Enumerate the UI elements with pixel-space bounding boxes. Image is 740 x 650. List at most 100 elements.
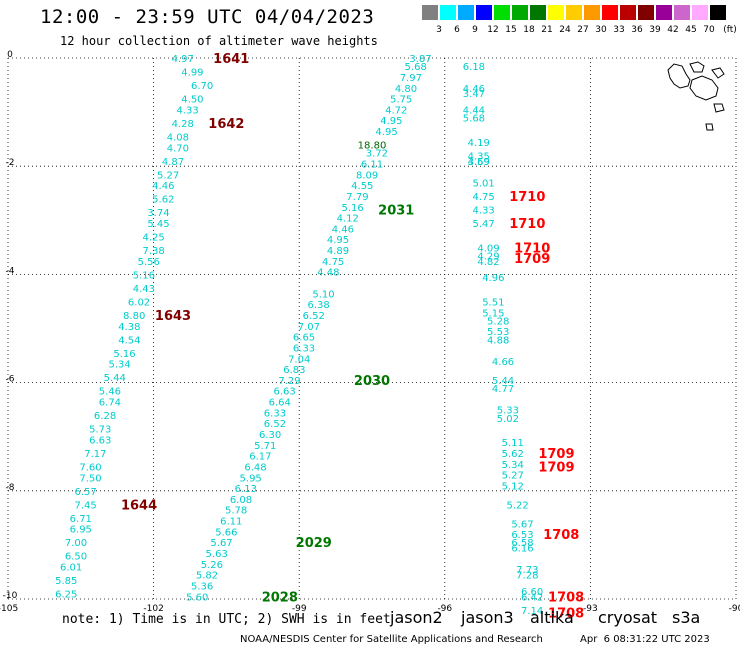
- wave-height-value: 7.14: [521, 606, 543, 617]
- pass-time-label: 2030: [354, 374, 390, 389]
- pass-time-label: 1642: [208, 117, 244, 132]
- y-tick-label: -8: [6, 483, 15, 493]
- pass-time-label: 1708: [548, 607, 584, 622]
- wave-height-value: 5.28: [487, 316, 509, 327]
- credit-line: NOAA/NESDIS Center for Satellite Applica…: [240, 634, 543, 645]
- wave-height-value: 4.75: [322, 257, 344, 268]
- wave-height-value: 6.50: [65, 552, 87, 563]
- wave-height-value: 6.63: [274, 387, 296, 398]
- wave-height-value: 4.09: [477, 243, 499, 254]
- legend-swatch: [440, 5, 456, 20]
- legend-swatch: [710, 5, 726, 20]
- legend-swatch-label: 15: [505, 25, 517, 35]
- legend-unit: (ft): [723, 25, 737, 35]
- x-tick-label: -105: [0, 604, 18, 614]
- x-tick-label: -102: [143, 604, 163, 614]
- wave-height-value: 4.96: [482, 273, 504, 284]
- wave-height-value: 5.46: [99, 387, 121, 398]
- wave-height-value: 5.26: [201, 560, 223, 571]
- wave-height-value: 6.65: [293, 333, 315, 344]
- wave-height-value: 7.50: [79, 473, 101, 484]
- wave-height-value: 5.02: [497, 414, 519, 425]
- wave-height-value: 6.13: [235, 484, 257, 495]
- wave-height-value: 8.09: [356, 170, 378, 181]
- wave-height-value: 4.35: [468, 151, 490, 162]
- wave-height-value: 4.89: [327, 246, 349, 257]
- pass-time-label: 1710: [514, 241, 550, 256]
- wave-height-value: 4.12: [337, 214, 359, 225]
- legend-swatch-label: 18: [523, 25, 535, 35]
- wave-height-value: 4.29: [477, 251, 499, 262]
- wave-height-value: 6.74: [99, 398, 121, 409]
- wave-height-value: 4.69: [468, 157, 490, 168]
- wave-height-value: 4.72: [385, 105, 407, 116]
- wave-height-value: 6.63: [89, 435, 111, 446]
- legend-altika: altika: [530, 608, 574, 627]
- y-tick-label: -10: [3, 591, 18, 601]
- wave-height-value: 5.68: [405, 62, 427, 73]
- wave-height-value: 5.51: [482, 297, 504, 308]
- wave-height-value: 7.79: [346, 192, 368, 203]
- x-tick-label: -93: [583, 604, 598, 614]
- legend-swatch: [530, 5, 546, 20]
- pass-time-label: 1710: [509, 190, 545, 205]
- pass-time-label: 1708: [543, 528, 579, 543]
- wave-height-value: 4.25: [142, 233, 164, 244]
- legend-swatch: [548, 5, 564, 20]
- wave-height-value: 5.33: [497, 406, 519, 417]
- wave-height-value: 6.16: [511, 544, 533, 555]
- wave-height-value: 5.67: [511, 519, 533, 530]
- wave-height-value: 5.16: [133, 270, 155, 281]
- wave-height-value: 5.85: [55, 576, 77, 587]
- wave-height-value: 4.55: [351, 181, 373, 192]
- wave-height-value: 5.63: [206, 549, 228, 560]
- wave-height-value: 6.33: [264, 408, 286, 419]
- wave-height-value: 4.97: [172, 54, 194, 65]
- x-tick-label: -96: [437, 604, 452, 614]
- legend-swatch: [422, 5, 438, 20]
- wave-height-value: 4.77: [492, 384, 514, 395]
- wave-height-value: 4.99: [181, 68, 203, 79]
- wave-height-value: 5.27: [502, 471, 524, 482]
- wave-height-value: 4.87: [162, 157, 184, 168]
- wave-height-value: 5.11: [502, 438, 524, 449]
- wave-height-value: 4.75: [472, 192, 494, 203]
- wave-height-value: 6.70: [191, 81, 213, 92]
- wave-height-value: 5.12: [502, 481, 524, 492]
- wave-height-value: 6.30: [259, 430, 281, 441]
- wave-height-value: 7.45: [75, 500, 97, 511]
- legend-swatch: [602, 5, 618, 20]
- wave-height-value: 4.44: [463, 105, 485, 116]
- wave-height-value: 7.07: [298, 322, 320, 333]
- wave-height-value: 5.10: [312, 289, 334, 300]
- wave-height-value: 4.54: [118, 335, 140, 346]
- wave-height-value: 4.88: [487, 335, 509, 346]
- legend-swatch-label: 12: [487, 25, 499, 35]
- wave-height-value: 4.43: [133, 284, 155, 295]
- wave-height-value: 6.83: [283, 365, 305, 376]
- pass-time-label: 2028: [262, 590, 298, 605]
- legend-swatch: [692, 5, 708, 20]
- wave-height-value: 5.34: [108, 360, 130, 371]
- legend-jason2: jason2: [390, 608, 443, 627]
- wave-height-value: 4.33: [472, 205, 494, 216]
- wave-height-value: 6.28: [94, 411, 116, 422]
- legend-swatch: [674, 5, 690, 20]
- footnote: note: 1) Time is in UTC; 2) SWH is in fe…: [62, 612, 391, 627]
- legend-swatch: [476, 5, 492, 20]
- legend-swatch: [656, 5, 672, 20]
- wave-height-value: 6.11: [361, 159, 383, 170]
- legend-cryosat: cryosat: [598, 608, 658, 627]
- map-title: 12:00 - 23:59 UTC 04/04/2023: [40, 6, 375, 28]
- pass-time-label: 2031: [378, 203, 414, 218]
- legend-swatch: [512, 5, 528, 20]
- wave-height-value: 5.44: [104, 373, 126, 384]
- wave-height-value: 7.73: [516, 565, 538, 576]
- legend-swatch-label: 42: [667, 25, 679, 35]
- wave-height-value: 5.68: [463, 114, 485, 125]
- legend-swatch-label: 9: [472, 25, 478, 35]
- wave-height-value: 5.22: [506, 500, 528, 511]
- pass-time-label: 1709: [538, 447, 574, 462]
- wave-height-value: 4.46: [332, 224, 354, 235]
